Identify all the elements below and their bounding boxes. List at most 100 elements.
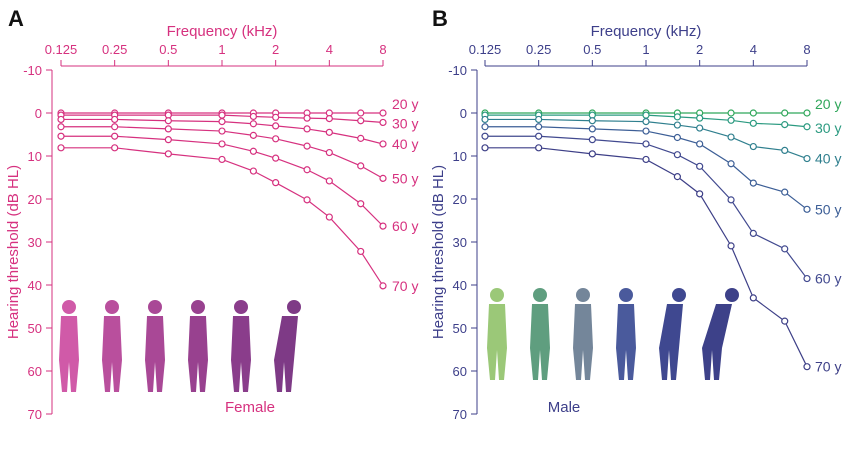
data-point xyxy=(325,213,333,221)
x-tick-label: 2 xyxy=(272,42,279,57)
data-point xyxy=(673,121,681,129)
x-tick-label: 0.125 xyxy=(45,42,78,57)
data-point xyxy=(249,131,257,139)
y-tick-label: 50 xyxy=(453,321,467,336)
y-tick-label: 0 xyxy=(35,106,42,121)
data-point xyxy=(673,173,681,181)
data-point xyxy=(57,123,65,131)
person-silhouette xyxy=(530,288,550,380)
data-point xyxy=(727,242,735,250)
data-point xyxy=(673,113,681,121)
data-point xyxy=(272,179,280,187)
silhouette-head xyxy=(148,300,162,314)
data-point xyxy=(588,150,596,158)
person-silhouette xyxy=(487,288,507,380)
data-point xyxy=(803,109,811,117)
data-point xyxy=(357,247,365,256)
panel-label: A xyxy=(8,6,24,31)
data-point xyxy=(642,127,650,135)
data-point xyxy=(111,123,119,131)
series-label: 50 y xyxy=(392,170,418,186)
data-point xyxy=(749,109,757,117)
data-point xyxy=(749,229,757,237)
series-line xyxy=(61,114,384,124)
y-tick-label: 60 xyxy=(28,364,42,379)
series-label: 30 y xyxy=(392,115,418,131)
silhouette-head xyxy=(576,288,590,302)
x-tick-label: 0.5 xyxy=(159,42,177,57)
data-point xyxy=(696,114,704,122)
data-point xyxy=(357,162,365,170)
silhouette-body xyxy=(487,304,507,380)
series-label: 60 y xyxy=(815,271,841,287)
series-60y: 60 y xyxy=(481,132,841,287)
data-point xyxy=(111,132,119,140)
series-50y: 50 y xyxy=(57,123,418,186)
data-point xyxy=(642,140,650,148)
data-point xyxy=(57,132,65,140)
data-point xyxy=(781,146,789,155)
data-point xyxy=(535,132,543,140)
data-point xyxy=(57,144,65,152)
y-axis-title: Hearing threshold (dB HL) xyxy=(430,165,447,339)
data-point xyxy=(303,166,311,174)
y-tick-label: 30 xyxy=(28,235,42,250)
series-label: 70 y xyxy=(815,359,841,375)
series-label: 20 y xyxy=(815,96,841,112)
y-tick-label: 40 xyxy=(453,278,467,293)
data-point xyxy=(325,148,333,157)
series-label: 30 y xyxy=(815,120,841,136)
silhouette-head xyxy=(191,300,205,314)
data-point xyxy=(535,144,543,152)
data-point xyxy=(673,151,681,159)
data-point xyxy=(325,114,333,123)
silhouette-head xyxy=(62,300,76,314)
silhouette-head xyxy=(287,300,301,314)
x-axis-title: Frequency (kHz) xyxy=(591,23,702,40)
x-tick-label: 1 xyxy=(218,42,225,57)
y-tick-label: 20 xyxy=(453,192,467,207)
data-point xyxy=(111,144,119,152)
panel-a: A Frequency (kHz) 0.125 0.25 0.5 1 2 4 8 -10 0 10 20… xyxy=(5,6,418,422)
series-50y: 50 y xyxy=(481,123,841,217)
person-silhouette xyxy=(573,288,593,380)
x-tick-label: 4 xyxy=(750,42,757,57)
data-point xyxy=(727,196,735,204)
data-point xyxy=(357,117,365,125)
data-point xyxy=(781,245,789,253)
data-point xyxy=(481,115,489,124)
silhouette-head xyxy=(234,300,248,314)
data-point xyxy=(379,109,387,117)
series-70y: 70 y xyxy=(57,144,418,294)
data-point xyxy=(781,317,789,325)
data-point xyxy=(218,140,226,148)
silhouette-head xyxy=(490,288,504,302)
data-point xyxy=(481,132,489,140)
x-tick-label: 2 xyxy=(696,42,703,57)
data-point xyxy=(218,127,226,135)
data-point xyxy=(57,115,65,124)
y-tick-label: -10 xyxy=(23,63,42,78)
series-40y: 40 y xyxy=(481,115,841,167)
x-tick-label: 0.25 xyxy=(526,42,551,57)
data-point xyxy=(696,124,704,132)
series-label: 40 y xyxy=(815,151,841,167)
data-point xyxy=(325,128,333,136)
series-line xyxy=(485,126,808,210)
data-point xyxy=(781,188,789,196)
data-point xyxy=(325,177,333,185)
group-label: Male xyxy=(548,399,581,416)
y-axis-title: Hearing threshold (dB HL) xyxy=(5,165,22,339)
y-tick-label: 40 xyxy=(28,278,42,293)
x-tick-label: 0.125 xyxy=(469,42,502,57)
data-point xyxy=(588,117,596,125)
data-point xyxy=(803,205,811,213)
data-point xyxy=(673,133,681,142)
person-silhouette xyxy=(188,300,208,392)
series-70y: 70 y xyxy=(481,144,841,375)
silhouette-head xyxy=(533,288,547,302)
y-tick-label: 20 xyxy=(28,192,42,207)
series-label: 70 y xyxy=(392,278,418,294)
silhouette-body xyxy=(59,316,79,392)
